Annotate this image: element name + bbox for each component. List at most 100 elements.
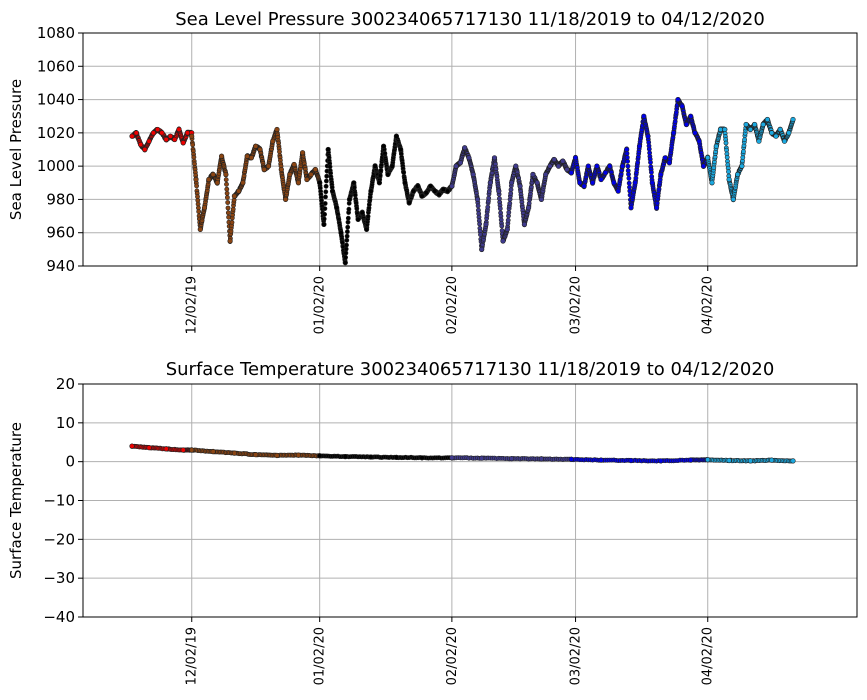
data-point — [513, 163, 519, 169]
data-point — [227, 238, 233, 244]
data-point — [344, 237, 350, 243]
data-point — [224, 186, 230, 192]
y-axis-label: Surface Temperature — [7, 422, 25, 579]
data-point — [724, 154, 730, 160]
data-point — [730, 196, 736, 202]
data-point — [274, 126, 280, 133]
data-point — [253, 452, 259, 458]
data-point — [323, 194, 328, 200]
data-point — [568, 170, 574, 176]
data-point — [381, 143, 387, 149]
data-point — [764, 116, 771, 123]
data-point — [197, 226, 203, 232]
x-tick-label: 12/02/19 — [185, 627, 200, 685]
data-point — [236, 188, 242, 194]
data-point — [581, 183, 587, 189]
data-point — [402, 180, 408, 186]
data-point — [346, 206, 352, 212]
data-point — [225, 200, 231, 205]
series-segment-3 — [317, 133, 455, 266]
y-tick-label: 20 — [56, 375, 75, 393]
data-point — [505, 217, 511, 223]
chart-title: Sea Level Pressure 300234065717130 11/18… — [175, 9, 765, 30]
data-point — [385, 171, 391, 178]
data-point — [274, 452, 280, 459]
data-point — [172, 136, 178, 143]
data-point — [224, 195, 230, 200]
data-point — [129, 133, 135, 139]
data-point — [323, 189, 329, 195]
data-point — [626, 171, 631, 177]
data-point — [717, 126, 724, 133]
data-point — [159, 130, 165, 136]
data-point — [323, 183, 329, 189]
data-point — [224, 181, 229, 187]
data-point — [343, 254, 348, 260]
data-point — [589, 180, 596, 186]
data-point — [342, 260, 348, 266]
data-point — [521, 221, 528, 227]
data-point — [723, 140, 729, 146]
data-point — [343, 250, 349, 256]
data-point — [317, 453, 323, 459]
data-point — [322, 206, 328, 211]
data-point — [368, 188, 374, 194]
data-point — [598, 457, 604, 463]
data-point — [191, 154, 197, 160]
series-segment-3 — [317, 453, 455, 461]
data-point — [155, 126, 161, 133]
x-tick-label: 02/02/20 — [445, 276, 460, 334]
data-point — [632, 180, 638, 186]
data-point — [150, 130, 156, 136]
data-point — [440, 186, 446, 192]
data-point — [666, 160, 673, 166]
data-point — [470, 171, 476, 178]
data-point — [598, 176, 604, 183]
data-point — [474, 196, 481, 202]
data-point — [479, 246, 485, 252]
data-point — [641, 113, 647, 119]
data-point — [649, 180, 655, 186]
data-point — [648, 159, 653, 165]
data-point — [322, 201, 328, 206]
data-point — [248, 155, 254, 161]
data-point — [322, 211, 327, 217]
data-point — [445, 188, 451, 194]
data-point — [739, 163, 745, 169]
data-point — [781, 138, 788, 144]
data-point — [189, 133, 195, 139]
data-point — [577, 180, 583, 186]
data-point — [568, 456, 574, 462]
data-point — [462, 145, 468, 151]
data-point — [611, 180, 617, 186]
data-point — [538, 456, 545, 462]
series-segment-6 — [705, 116, 796, 203]
data-point — [504, 226, 510, 232]
data-point — [231, 193, 237, 199]
data-point — [253, 143, 259, 149]
data-point — [760, 121, 766, 128]
data-point — [278, 166, 284, 173]
data-point — [658, 171, 664, 178]
data-point — [291, 161, 297, 168]
data-point — [225, 210, 231, 216]
data-point — [300, 150, 306, 156]
data-point — [196, 209, 202, 214]
data-point — [325, 146, 331, 153]
data-point — [419, 455, 425, 461]
data-point — [163, 446, 169, 452]
data-point — [705, 457, 711, 463]
data-point — [323, 178, 329, 184]
data-point — [423, 190, 429, 196]
data-point — [688, 113, 694, 119]
data-point — [338, 230, 344, 236]
data-point — [398, 146, 404, 153]
series-segment-1 — [129, 443, 195, 453]
data-point — [619, 163, 626, 169]
series-segment-1 — [129, 126, 195, 153]
data-point — [163, 136, 169, 143]
data-point — [688, 457, 694, 463]
x-tick-label: 12/02/19 — [185, 276, 200, 334]
x-tick-label: 01/02/20 — [313, 627, 328, 685]
series-segment-4 — [449, 145, 574, 253]
